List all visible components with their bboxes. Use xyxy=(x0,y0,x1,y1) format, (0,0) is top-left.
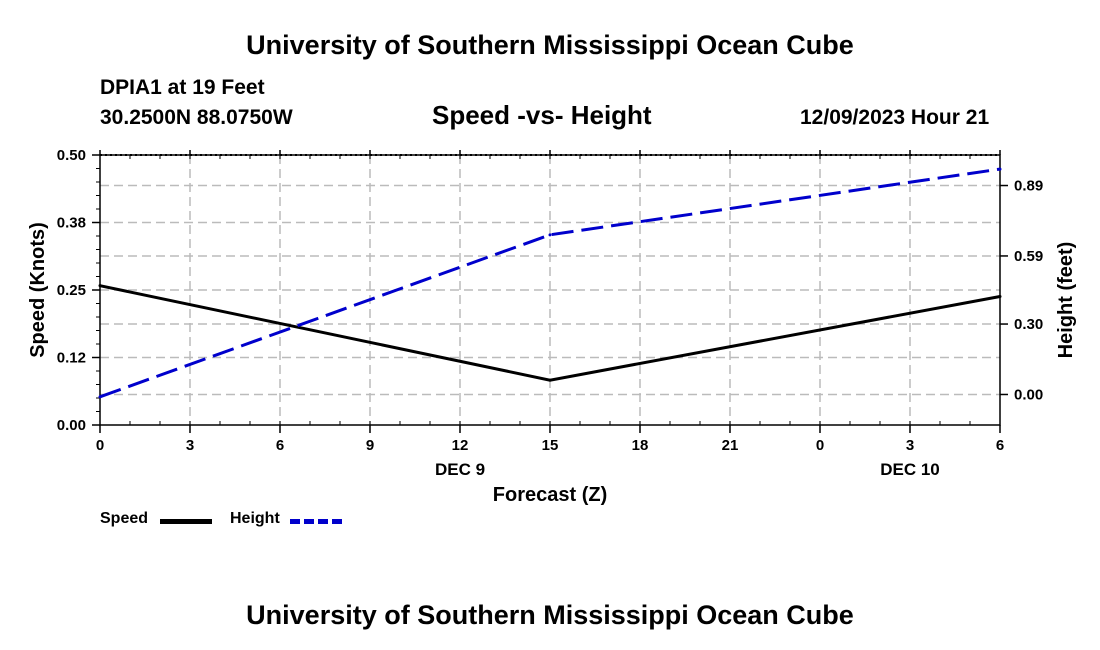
top-title: University of Southern Mississippi Ocean… xyxy=(246,30,854,60)
x-tick-label: 6 xyxy=(276,437,284,454)
y-tick-label: 0.25 xyxy=(57,282,86,299)
y-axis-title: Speed (Knots) xyxy=(27,222,49,358)
location-label: 30.2500N 88.0750W xyxy=(100,106,293,129)
y2-tick-label: 0.59 xyxy=(1014,248,1043,265)
station-label: DPIA1 at 19 Feet xyxy=(100,76,265,99)
x-tick-label: 0 xyxy=(96,437,104,454)
series-line-height xyxy=(99,167,1001,399)
y2-tick-label: 0.00 xyxy=(1014,386,1043,403)
bottom-title: University of Southern Mississippi Ocean… xyxy=(246,600,854,630)
x-tick-label: 12 xyxy=(452,437,469,454)
x-tick-label: 9 xyxy=(366,437,374,454)
legend-speed-label: Speed xyxy=(100,510,149,527)
series-point-speed xyxy=(998,294,1002,298)
y-tick-label: 0.12 xyxy=(57,350,86,367)
x-tick-label: 15 xyxy=(542,437,559,454)
series-point-height xyxy=(98,395,102,399)
day-label: DEC 10 xyxy=(880,460,940,479)
x-tick-label: 18 xyxy=(632,437,649,454)
x-tick-label: 3 xyxy=(906,437,914,454)
series-point-speed xyxy=(98,284,102,288)
x-tick-label: 6 xyxy=(996,437,1004,454)
x-tick-label: 3 xyxy=(186,437,194,454)
series-point-speed xyxy=(548,378,552,382)
chart-title: Speed -vs- Height xyxy=(432,100,652,130)
x-axis-title: Forecast (Z) xyxy=(493,484,607,506)
x-tick-label: 0 xyxy=(816,437,824,454)
series-point-height xyxy=(548,233,552,237)
y-tick-label: 0.50 xyxy=(57,147,86,164)
day-label: DEC 9 xyxy=(435,460,485,479)
y2-axis-title: Height (feet) xyxy=(1055,242,1077,359)
x-tick-label: 21 xyxy=(722,437,739,454)
legend-height-swatch xyxy=(290,519,342,524)
y2-tick-label: 0.30 xyxy=(1014,316,1043,333)
y-tick-label: 0.38 xyxy=(57,215,86,232)
legend-height-label: Height xyxy=(230,510,280,527)
date-label: 12/09/2023 Hour 21 xyxy=(800,106,990,129)
legend-speed-swatch xyxy=(160,519,212,524)
series-point-height xyxy=(998,167,1002,171)
y-tick-label: 0.00 xyxy=(57,417,86,434)
speed-height-chart: 0 3 6 9 12 15 18 21 0 3 6 0.00 0.12 0.25 0.38 0.50 0.00 0… xyxy=(27,147,1077,506)
y2-tick-label: 0.89 xyxy=(1014,178,1043,195)
